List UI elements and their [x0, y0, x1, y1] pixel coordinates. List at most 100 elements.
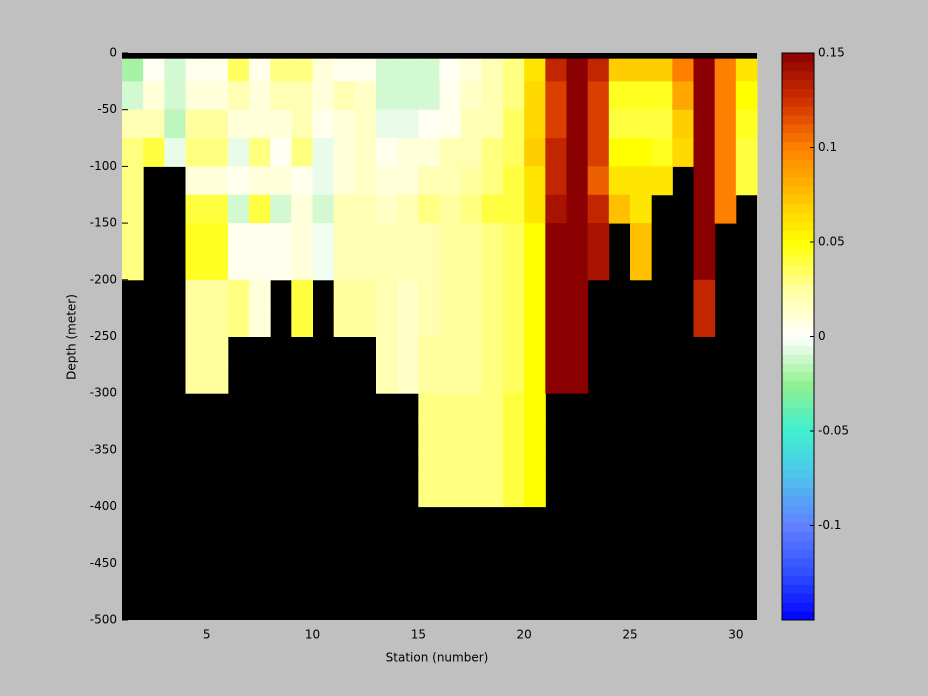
- colorbar-swatch: [782, 380, 814, 391]
- cell: [376, 251, 398, 281]
- cell: [418, 251, 440, 281]
- y-tick-label: -100: [90, 159, 117, 173]
- cell: [439, 279, 462, 309]
- colorbar-swatch: [782, 265, 814, 275]
- cell: [587, 81, 610, 111]
- cell: [376, 138, 398, 167]
- y-tick-label: -350: [90, 442, 117, 456]
- cell: [143, 81, 165, 111]
- cell: [566, 223, 589, 252]
- cell: [270, 251, 292, 281]
- cell: [545, 336, 567, 366]
- cell: [630, 81, 652, 111]
- cell: [439, 336, 462, 366]
- cell: [481, 478, 504, 508]
- cell: [418, 393, 440, 423]
- cell: [439, 251, 462, 281]
- cell: [672, 109, 694, 139]
- cell: [206, 251, 229, 281]
- cell: [524, 81, 546, 111]
- cell: [376, 58, 398, 82]
- cell: [122, 223, 144, 252]
- cell: [651, 81, 673, 111]
- cell: [503, 166, 525, 196]
- cell: [503, 81, 525, 111]
- cell: [460, 109, 483, 139]
- cell: [333, 109, 356, 139]
- cell: [439, 138, 462, 167]
- cell: [630, 166, 652, 196]
- colorbar-swatch: [782, 611, 814, 621]
- cell: [503, 138, 525, 167]
- cell: [312, 223, 335, 252]
- cell: [249, 308, 271, 337]
- colorbar-swatch: [782, 185, 814, 196]
- cell: [333, 279, 356, 309]
- cell: [714, 138, 737, 167]
- cell: [397, 308, 419, 337]
- colorbar-swatch: [782, 274, 814, 284]
- cell: [524, 364, 546, 394]
- cell: [524, 58, 546, 82]
- cell: [227, 58, 250, 82]
- cell: [397, 279, 419, 309]
- colorbar-swatch: [782, 531, 814, 541]
- cell: [333, 223, 356, 252]
- colorbar-swatch: [782, 460, 814, 470]
- cell: [735, 58, 758, 82]
- cell: [524, 166, 546, 196]
- colorbar-tick-label: -0.1: [818, 518, 841, 532]
- cell: [249, 81, 271, 111]
- cell: [630, 194, 652, 224]
- cell: [587, 194, 610, 224]
- cell: [397, 81, 419, 111]
- colorbar-swatch: [782, 327, 814, 337]
- cell: [503, 109, 525, 139]
- cell: [206, 336, 229, 366]
- cell: [439, 393, 462, 423]
- cell: [714, 109, 737, 139]
- colorbar-swatch: [782, 363, 814, 373]
- colorbar-swatch: [782, 88, 814, 98]
- colorbar-swatch: [782, 425, 814, 435]
- cell: [397, 166, 419, 196]
- cell: [503, 336, 525, 366]
- cell: [608, 109, 631, 139]
- colorbar-swatch: [782, 203, 814, 213]
- cell: [545, 251, 567, 281]
- cell: [566, 308, 589, 337]
- colorbar-swatch: [782, 469, 814, 479]
- cell: [524, 308, 546, 337]
- cell: [714, 81, 737, 111]
- colorbar: -0.1 -0.05 0 0.05 0.1 0.15: [781, 46, 849, 621]
- cell: [227, 223, 250, 252]
- cell: [439, 194, 462, 224]
- cell: [122, 194, 144, 224]
- colorbar-tick-label: 0.15: [818, 46, 845, 60]
- cell: [587, 251, 610, 281]
- cell: [651, 109, 673, 139]
- colorbar-swatch: [782, 478, 814, 488]
- cell: [587, 223, 610, 252]
- cell: [376, 364, 398, 394]
- cell: [524, 251, 546, 281]
- colorbar-swatch: [782, 247, 814, 258]
- cell: [418, 109, 440, 139]
- cell: [354, 194, 377, 224]
- cell: [143, 58, 165, 82]
- cell: [185, 81, 208, 111]
- cell: [460, 308, 483, 337]
- cell: [376, 279, 398, 309]
- cell: [354, 58, 377, 82]
- colorbar-swatch: [782, 549, 814, 559]
- colorbar-swatch: [782, 593, 814, 603]
- colorbar-swatch: [782, 442, 814, 453]
- cell: [397, 223, 419, 252]
- colorbar-swatch: [782, 398, 814, 408]
- cell: [185, 138, 208, 167]
- colorbar-tick-label: 0.05: [818, 235, 845, 249]
- cell: [460, 449, 483, 479]
- cell: [227, 109, 250, 139]
- cell: [291, 279, 313, 309]
- colorbar-swatch: [782, 557, 814, 568]
